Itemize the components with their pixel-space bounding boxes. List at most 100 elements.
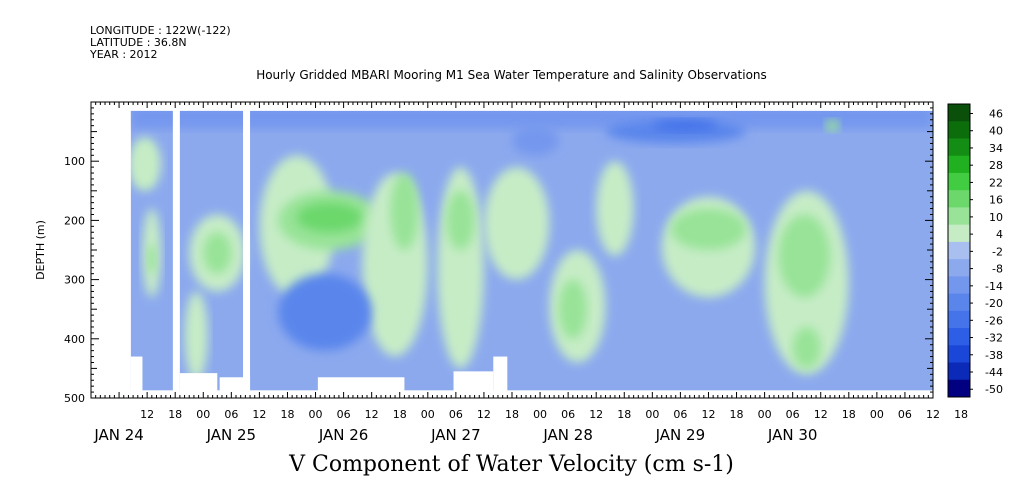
field-feature-11 [390,173,419,250]
x-day-label: JAN 29 [655,426,706,444]
field-feature-16 [558,279,587,339]
x-hour-label: 18 [730,408,744,421]
x-day-label: JAN 28 [542,426,593,444]
y-tick-label: 100 [64,155,85,168]
x-hour-label: 18 [842,408,856,421]
colorbar-label: -20 [985,297,1003,310]
field-feature-6 [184,291,208,381]
field-feature-17 [596,161,634,256]
x-hour-label: 18 [280,408,294,421]
x-hour-label: 12 [926,408,940,421]
x-hour-label: 18 [505,408,519,421]
x-hour-label: 12 [701,408,715,421]
missing-bottom-1 [179,373,218,398]
colorbar-swatch [948,293,970,312]
field-feature-19 [671,208,746,250]
x-hour-label: 12 [477,408,491,421]
colorbar-swatch [948,190,970,208]
colorbar-label: -8 [992,263,1003,276]
chart-title: Hourly Gridded MBARI Mooring M1 Sea Wate… [256,68,767,82]
field-feature-14 [483,167,550,280]
x-hour-label: 12 [365,408,379,421]
colorbar-swatch [948,310,970,329]
colorbar-swatch [948,224,970,243]
x-day-label: JAN 24 [93,426,144,444]
x-hour-label: 06 [786,408,800,421]
colorbar-label: 22 [989,176,1003,189]
y-tick-label: 400 [64,333,85,346]
year-label: YEAR : 2012 [90,48,158,61]
x-hour-label: 06 [337,408,351,421]
colorbar-label: -2 [992,245,1003,258]
field-feature-9 [296,202,363,233]
field-feature-1 [128,137,162,191]
colorbar: 46 40 34 28 22 16 10 4 -2 -8 -14 -20 -26 -32 -38 -44 -50 [947,103,1003,398]
missing-bottom-4 [453,371,494,398]
x-day-label: JAN 26 [318,426,369,444]
colorbar-label: 46 [989,107,1003,120]
longitude-label: LONGITUDE : 122W(-122) [90,24,231,37]
missing-bottom-2 [219,377,251,398]
x-hour-label: 12 [814,408,828,421]
x-hour-label: 06 [898,408,912,421]
field-feature-22 [792,326,821,369]
x-hour-label: 18 [617,408,631,421]
field-feature-27 [278,273,372,351]
x-hour-label: 00 [421,408,435,421]
x-hour-label: 00 [309,408,323,421]
field-feature-26 [652,119,718,132]
heatmap-field [91,102,933,398]
x-hour-label: 00 [533,408,547,421]
missing-bottom-5 [493,356,508,398]
y-tick-label: 500 [64,392,85,405]
field-feature-23 [825,119,840,132]
colorbar-swatch [948,207,970,226]
missing-bottom-3 [317,377,405,398]
colorbar-label: 34 [989,142,1003,155]
depth-axis: 100 200 300 400 500 [64,101,933,405]
colorbar-swatch [948,362,970,381]
colorbar-swatch [948,104,970,122]
variable-title: V Component of Water Velocity (cm s-1) [289,452,734,477]
x-hour-label: 12 [252,408,266,421]
colorbar-label: -26 [985,314,1003,327]
field-feature-3 [147,244,157,274]
colorbar-label: -14 [985,280,1003,293]
colorbar-label: 4 [996,228,1003,241]
x-hour-label: 18 [954,408,968,421]
colorbar-label: -44 [985,366,1003,379]
colorbar-frame [947,103,971,398]
x-day-label: JAN 27 [430,426,481,444]
x-hour-label: 06 [561,408,575,421]
colorbar-swatch [948,345,970,364]
time-axis: 12 18 00 06 12 18 00 06 12 18 00 06 12 18 00 06 12 18 00 06… [90,102,968,444]
colorbar-label: -38 [985,349,1003,362]
x-day-label: JAN 30 [767,426,818,444]
x-hour-label: 12 [140,408,154,421]
x-hour-label: 18 [393,408,407,421]
x-hour-label: 06 [673,408,687,421]
x-day-label: JAN 25 [206,426,257,444]
colorbar-label: 28 [989,159,1003,172]
colorbar-swatch [948,379,970,398]
x-hour-label: 00 [870,408,884,421]
colorbar-swatch [948,241,970,260]
colorbar-swatch [948,328,970,346]
colorbar-swatch [948,276,970,295]
x-hour-label: 18 [168,408,182,421]
field-feature-24 [512,125,559,156]
colorbar-swatch [948,172,970,191]
data-gap-0 [172,102,180,398]
colorbar-label: -50 [985,383,1003,396]
x-hour-label: 00 [196,408,210,421]
colorbar-label: -32 [985,332,1003,345]
field-feature-5 [203,232,232,274]
colorbar-swatch [948,121,970,139]
colorbar-swatch [948,259,970,277]
colorbar-label: 10 [989,211,1003,224]
data-gap-1 [243,102,251,398]
y-tick-label: 300 [64,274,85,287]
field-feature-21 [778,214,831,298]
x-hour-label: 00 [645,408,659,421]
